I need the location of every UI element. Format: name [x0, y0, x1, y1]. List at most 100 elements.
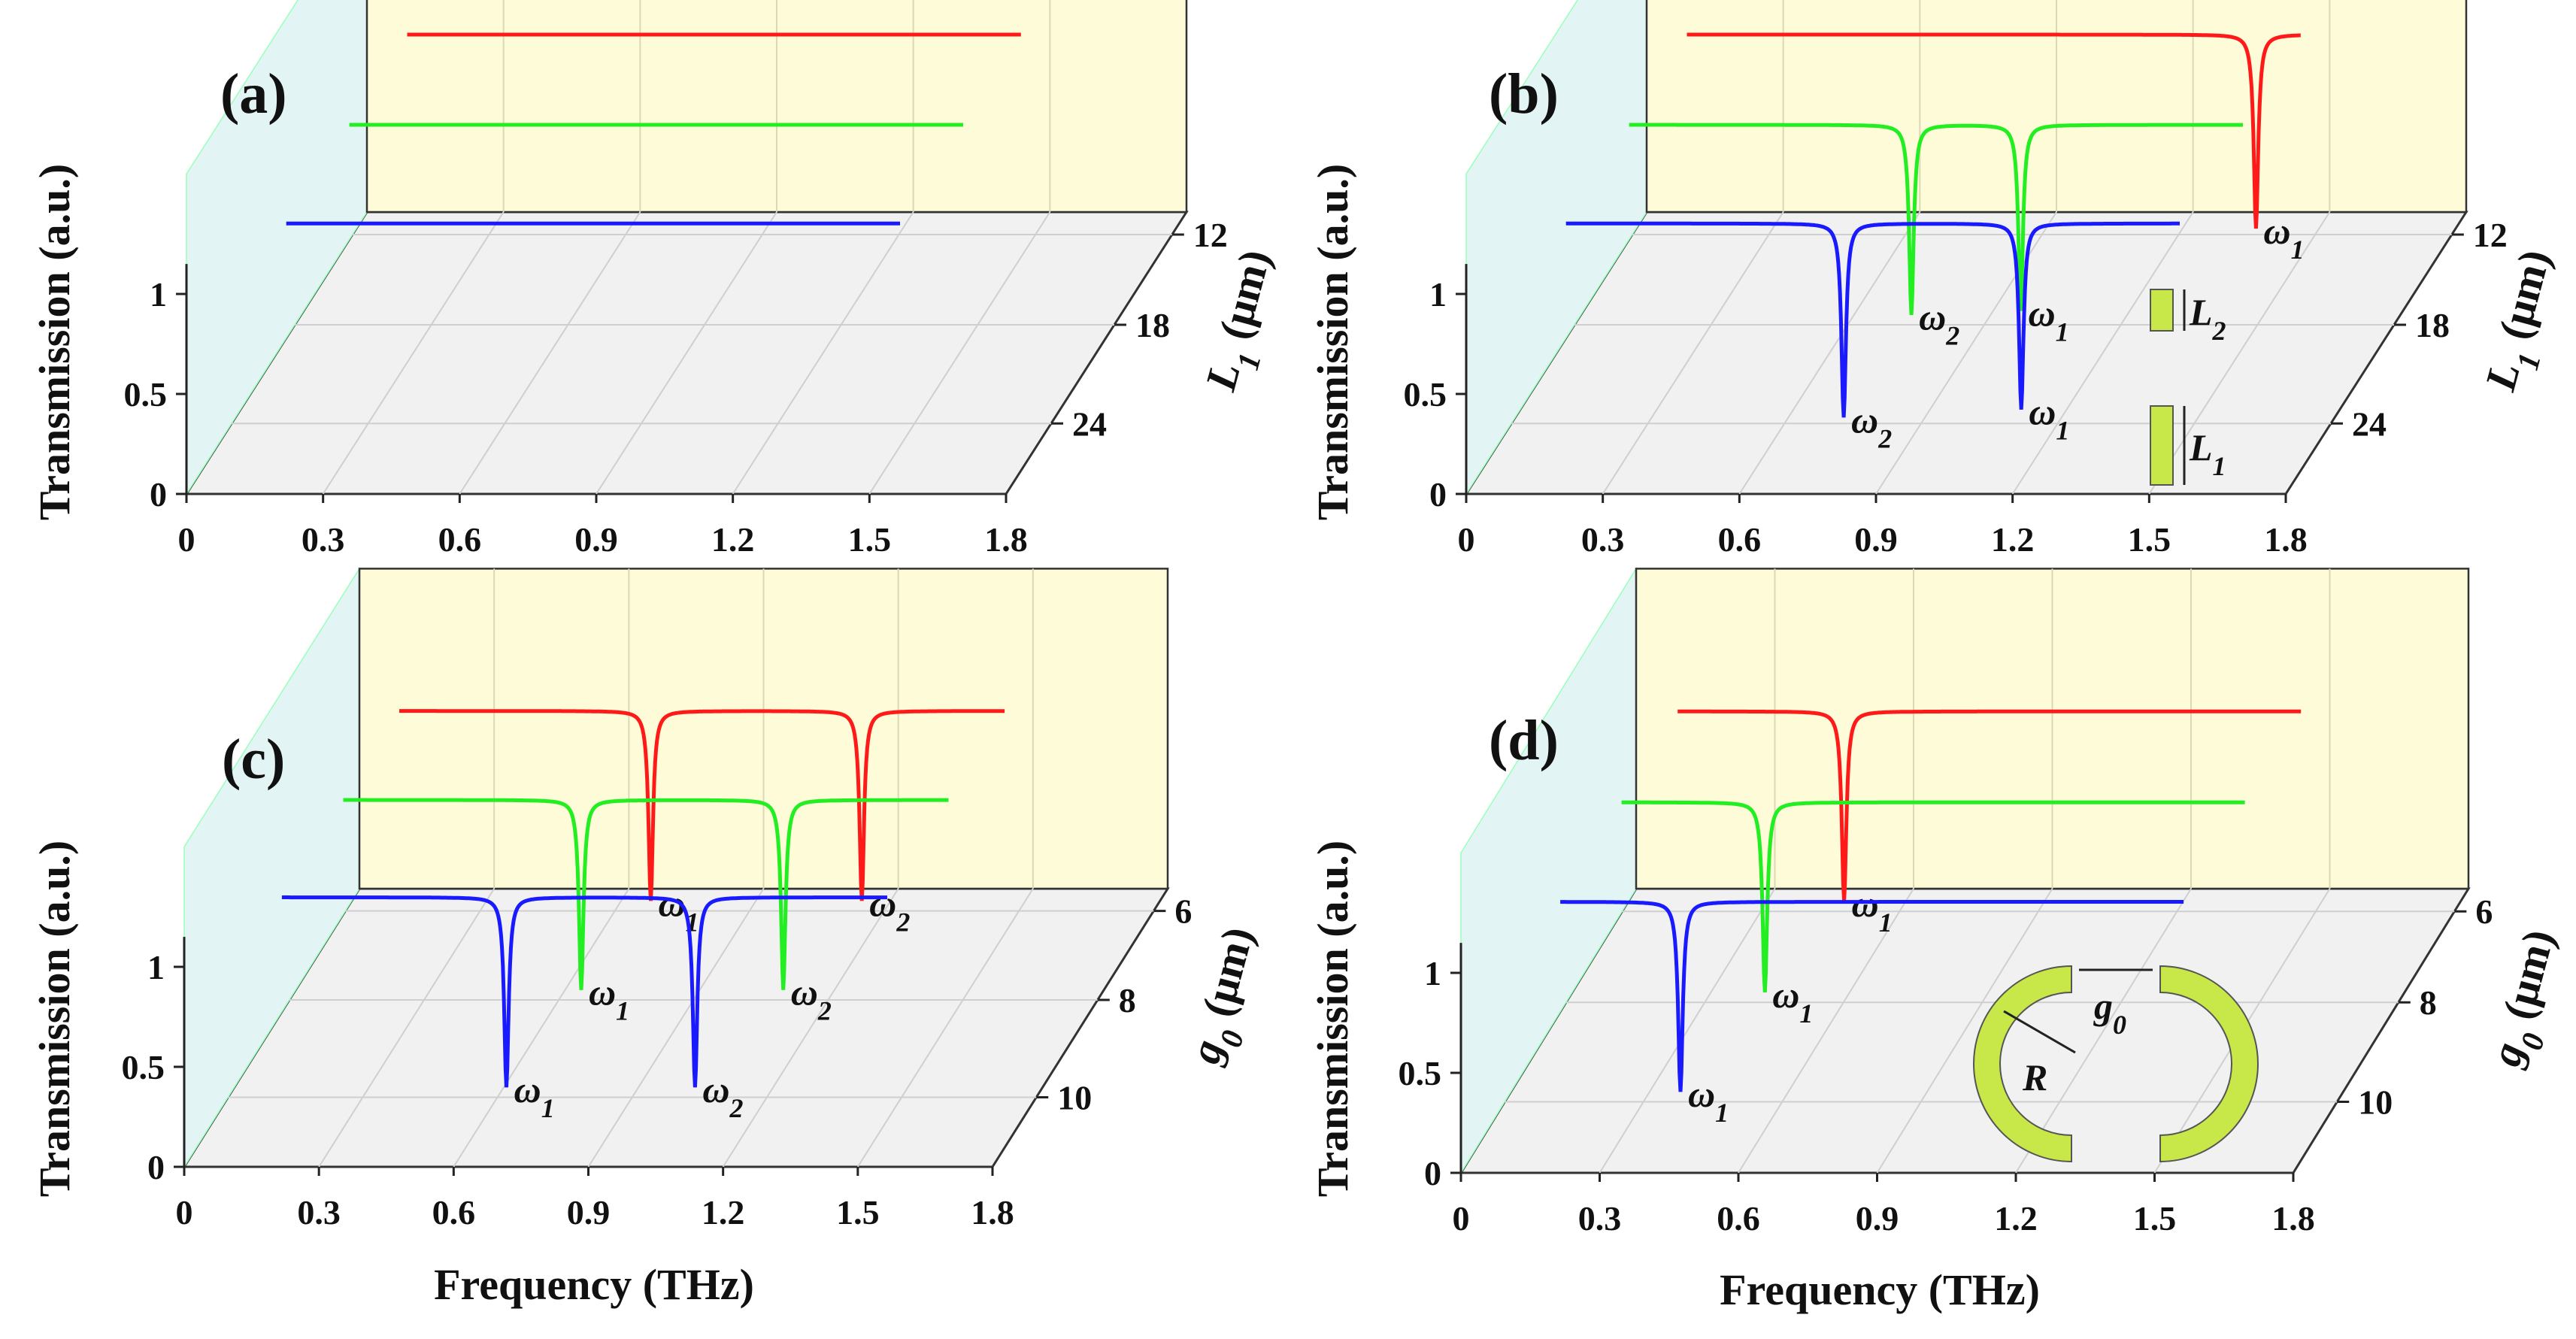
- depth-tick-label: 8: [1119, 981, 1136, 1019]
- depth-axis-unit: (μm): [2487, 244, 2560, 355]
- x-tick-label: 1.2: [1994, 1199, 2038, 1238]
- depth-tick-label: 6: [2475, 892, 2493, 931]
- depth-axis-label: g0 (μm): [2481, 925, 2576, 1077]
- y-axis-title-group: Transmission (a.u.): [30, 164, 79, 520]
- floor-grid-line: [2148, 211, 2331, 495]
- x-tick-label: 0.3: [1581, 520, 1625, 559]
- resonance-label-sub: 2: [729, 1093, 744, 1123]
- resonance-label-symbol: ω: [2029, 391, 2056, 433]
- resonance-label-symbol: ω: [589, 971, 616, 1013]
- resonance-label-sub: 2: [1877, 423, 1892, 453]
- x-tick-label: 1.2: [711, 520, 755, 559]
- panel-label: (b): [1489, 62, 1559, 126]
- floor-grid-line: [2015, 888, 2192, 1174]
- resonance-label-symbol: ω: [869, 882, 896, 924]
- y-axis-title: Transmission (a.u.): [30, 841, 79, 1197]
- resonance-label-symbol: ω: [1919, 296, 1946, 338]
- floor-grid-line: [1738, 888, 1914, 1174]
- y-axis-title: Transmission (a.u.): [1308, 841, 1357, 1197]
- floor-grid-line: [318, 888, 496, 1168]
- y-tick-label: 0: [1429, 475, 1447, 513]
- resonance-label: ω2: [1851, 398, 1892, 453]
- left-half-ring: [1973, 965, 2072, 1163]
- resonance-label-symbol: ω: [1688, 1073, 1715, 1115]
- x-tick-label: 0.3: [302, 520, 345, 559]
- short-bar: [2150, 289, 2174, 332]
- depth-axis-title: g0 (μm): [2481, 925, 2576, 1077]
- depth-axis-label: L1 (μm): [1196, 244, 1295, 400]
- resonance-label-sub: 2: [896, 907, 910, 937]
- depth-axis-label: L1 (μm): [2475, 244, 2574, 400]
- panel-label: (a): [220, 62, 287, 126]
- resonance-label: ω1: [2028, 292, 2068, 347]
- floor-grid-line: [2011, 211, 2194, 495]
- depth-tick-label: 10: [2358, 1083, 2393, 1122]
- y-tick-label: 1: [1424, 954, 1441, 992]
- x-tick-label: 0.9: [1854, 520, 1898, 559]
- depth-axis-label: g0 (μm): [1180, 922, 1277, 1074]
- l2-label: L2: [2189, 291, 2226, 346]
- resonance-label: ω1: [2263, 210, 2304, 265]
- depth-tick-label: 8: [2420, 983, 2437, 1022]
- gap-label-letter: g: [2093, 985, 2113, 1027]
- l2-label-sub: 2: [2212, 316, 2226, 346]
- depth-tick-label: 10: [1057, 1079, 1092, 1117]
- resonance-label-symbol: ω: [2263, 210, 2290, 252]
- radius-label: R: [2022, 1056, 2047, 1098]
- depth-axis-unit: (μm): [2490, 925, 2564, 1035]
- floor-grid-line: [868, 211, 1051, 495]
- depth-tick-label: 18: [2415, 306, 2450, 344]
- resonance-label-symbol: ω: [702, 1068, 729, 1110]
- floor-grid-line: [722, 888, 899, 1168]
- right-half-ring: [2159, 965, 2259, 1163]
- floor-grid-line: [596, 211, 777, 495]
- resonance-label-symbol: ω: [791, 971, 818, 1013]
- radius-arrow: [2003, 1010, 2076, 1054]
- x-tick-label: 1.5: [2128, 520, 2171, 559]
- y-tick-label: 1: [1429, 275, 1447, 314]
- panel-label: (d): [1489, 709, 1559, 772]
- x-tick-label: 0: [178, 520, 195, 559]
- resonance-label-sub: 1: [1715, 1098, 1729, 1128]
- floor-grid-line: [732, 211, 914, 495]
- y-tick-label: 0: [1424, 1154, 1441, 1192]
- gap-label-sub: 0: [2113, 1010, 2126, 1040]
- resonance-label-sub: 2: [1945, 321, 1959, 351]
- l2-label-letter: L: [2189, 291, 2213, 333]
- series-line-#22ee22: [343, 798, 949, 990]
- panel-label: (c): [222, 728, 285, 791]
- x-tick-label: 0: [1453, 1199, 1470, 1238]
- resonance-label-sub: 1: [2291, 235, 2305, 265]
- floor-grid-line: [587, 888, 765, 1168]
- resonance-label: ω2: [869, 882, 910, 937]
- depth-tick-label: 24: [1072, 404, 1107, 443]
- x-tick-label: 0.6: [1718, 520, 1762, 559]
- x-tick-label: 1.8: [984, 520, 1028, 559]
- x-tick-label: 0.9: [1856, 1199, 1899, 1238]
- x-tick-label: 0.6: [432, 1193, 476, 1231]
- resonance-label-symbol: ω: [1851, 398, 1878, 441]
- l1-label: L1: [2189, 426, 2226, 481]
- resonance-label-symbol: ω: [2028, 292, 2055, 334]
- ring-inset-d: g0 R: [1973, 965, 2259, 1163]
- y-tick-label: 0.5: [1399, 1054, 1442, 1092]
- resonance-label-symbol: ω: [1772, 974, 1799, 1016]
- floor-grid-line: [459, 211, 641, 495]
- y-tick-label: 0: [147, 1148, 165, 1186]
- resonance-label-sub: 1: [1879, 907, 1893, 938]
- series-line-#1a1aff: [1560, 900, 2184, 1092]
- floor-grid-line: [1738, 211, 1921, 495]
- floor-grid-line: [1876, 888, 2053, 1174]
- y-axis-title: Transmission (a.u.): [1308, 164, 1357, 520]
- y-axis-title: Transmission (a.u.): [30, 164, 79, 520]
- depth-axis-title: L1 (μm): [2475, 244, 2574, 400]
- series-line-#22ee22: [1629, 123, 2243, 316]
- depth-tick-label: 6: [1174, 892, 1192, 931]
- floor-grid-line: [856, 888, 1034, 1168]
- y-axis-title-group: Transmission (a.u.): [30, 841, 79, 1197]
- depth-tick-label: 18: [1135, 306, 1170, 344]
- depth-tick-label: 24: [2352, 404, 2387, 443]
